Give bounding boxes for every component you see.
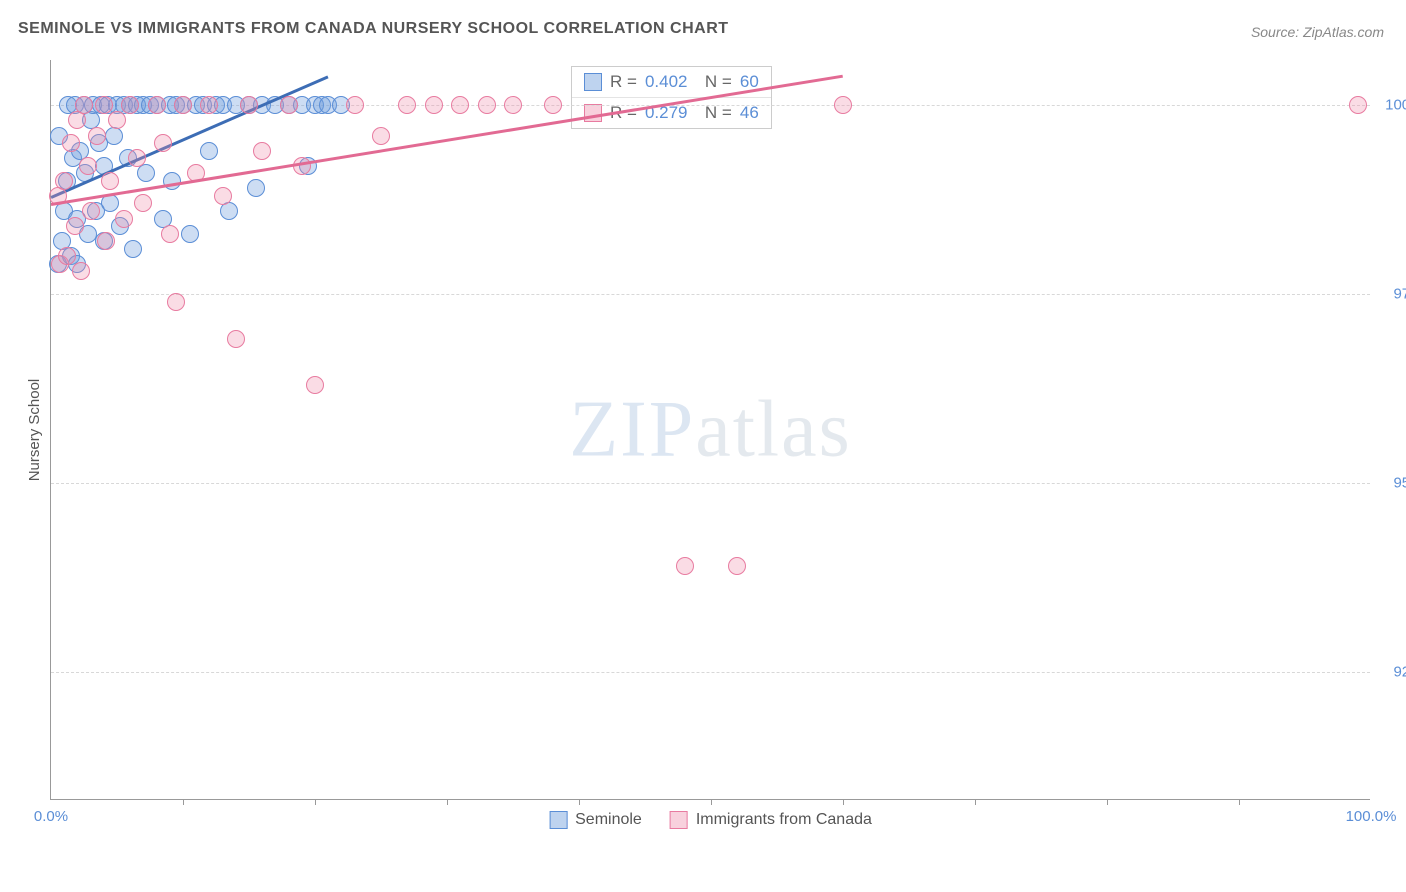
data-point-canada [200, 96, 218, 114]
data-point-canada [834, 96, 852, 114]
legend-item-canada: Immigrants from Canada [670, 811, 872, 829]
data-point-canada [148, 96, 166, 114]
data-point-seminole [181, 225, 199, 243]
data-point-canada [79, 157, 97, 175]
x-minor-tick [975, 799, 976, 805]
gridline-h [51, 294, 1370, 295]
data-point-canada [174, 96, 192, 114]
source-label: Source: ZipAtlas.com [1251, 24, 1384, 40]
x-minor-tick [843, 799, 844, 805]
data-point-seminole [247, 179, 265, 197]
data-point-seminole [200, 142, 218, 160]
stats-r-value: 0.402 [645, 72, 688, 92]
data-point-canada [134, 194, 152, 212]
data-point-canada [58, 247, 76, 265]
data-point-canada [101, 172, 119, 190]
data-point-canada [306, 376, 324, 394]
y-axis-label: Nursery School [26, 379, 43, 482]
data-point-canada [108, 111, 126, 129]
data-point-canada [115, 210, 133, 228]
data-point-canada [167, 293, 185, 311]
chart-title: SEMINOLE VS IMMIGRANTS FROM CANADA NURSE… [18, 20, 729, 38]
stats-r-label: R = [610, 72, 637, 92]
legend-item-seminole: Seminole [549, 811, 642, 829]
x-minor-tick [447, 799, 448, 805]
data-point-canada [372, 127, 390, 145]
data-point-seminole [137, 164, 155, 182]
x-tick-label: 100.0% [1346, 808, 1397, 825]
data-point-canada [161, 225, 179, 243]
legend-swatch-canada [670, 811, 688, 829]
data-point-canada [128, 149, 146, 167]
data-point-canada [451, 96, 469, 114]
watermark-b: atlas [695, 385, 852, 473]
data-point-canada [504, 96, 522, 114]
x-minor-tick [183, 799, 184, 805]
watermark-a: ZIP [569, 385, 695, 473]
data-point-canada [425, 96, 443, 114]
data-point-canada [728, 557, 746, 575]
data-point-canada [72, 262, 90, 280]
data-point-canada [227, 330, 245, 348]
x-tick-label: 0.0% [34, 808, 68, 825]
data-point-canada [676, 557, 694, 575]
data-point-seminole [124, 240, 142, 258]
data-point-canada [478, 96, 496, 114]
y-tick-label: 97.5% [1376, 286, 1406, 303]
scatter-plot: ZIPatlas R = 0.402 N = 60 R = 0.279 N = … [50, 60, 1370, 800]
legend-label: Immigrants from Canada [696, 811, 872, 829]
gridline-h [51, 672, 1370, 673]
y-tick-label: 100.0% [1376, 97, 1406, 114]
x-minor-tick [1239, 799, 1240, 805]
x-minor-tick [711, 799, 712, 805]
data-point-canada [66, 217, 84, 235]
data-point-canada [214, 187, 232, 205]
data-point-canada [280, 96, 298, 114]
data-point-canada [346, 96, 364, 114]
data-point-canada [253, 142, 271, 160]
data-point-canada [544, 96, 562, 114]
data-point-seminole [101, 194, 119, 212]
stats-box: R = 0.402 N = 60 R = 0.279 N = 46 [571, 66, 772, 129]
data-point-canada [121, 96, 139, 114]
data-point-canada [62, 134, 80, 152]
data-point-canada [75, 96, 93, 114]
data-point-seminole [163, 172, 181, 190]
x-minor-tick [579, 799, 580, 805]
data-point-canada [154, 134, 172, 152]
legend: Seminole Immigrants from Canada [549, 811, 872, 829]
x-minor-tick [1107, 799, 1108, 805]
data-point-canada [55, 172, 73, 190]
data-point-canada [88, 127, 106, 145]
gridline-h [51, 483, 1370, 484]
y-tick-label: 95.0% [1376, 474, 1406, 491]
data-point-canada [95, 96, 113, 114]
data-point-canada [240, 96, 258, 114]
swatch-seminole [584, 73, 602, 91]
x-minor-tick [315, 799, 316, 805]
data-point-canada [82, 202, 100, 220]
data-point-canada [1349, 96, 1367, 114]
data-point-canada [398, 96, 416, 114]
legend-swatch-seminole [549, 811, 567, 829]
data-point-canada [97, 232, 115, 250]
stats-n-label: N = [695, 72, 731, 92]
y-tick-label: 92.5% [1376, 663, 1406, 680]
legend-label: Seminole [575, 811, 642, 829]
watermark: ZIPatlas [569, 384, 852, 475]
